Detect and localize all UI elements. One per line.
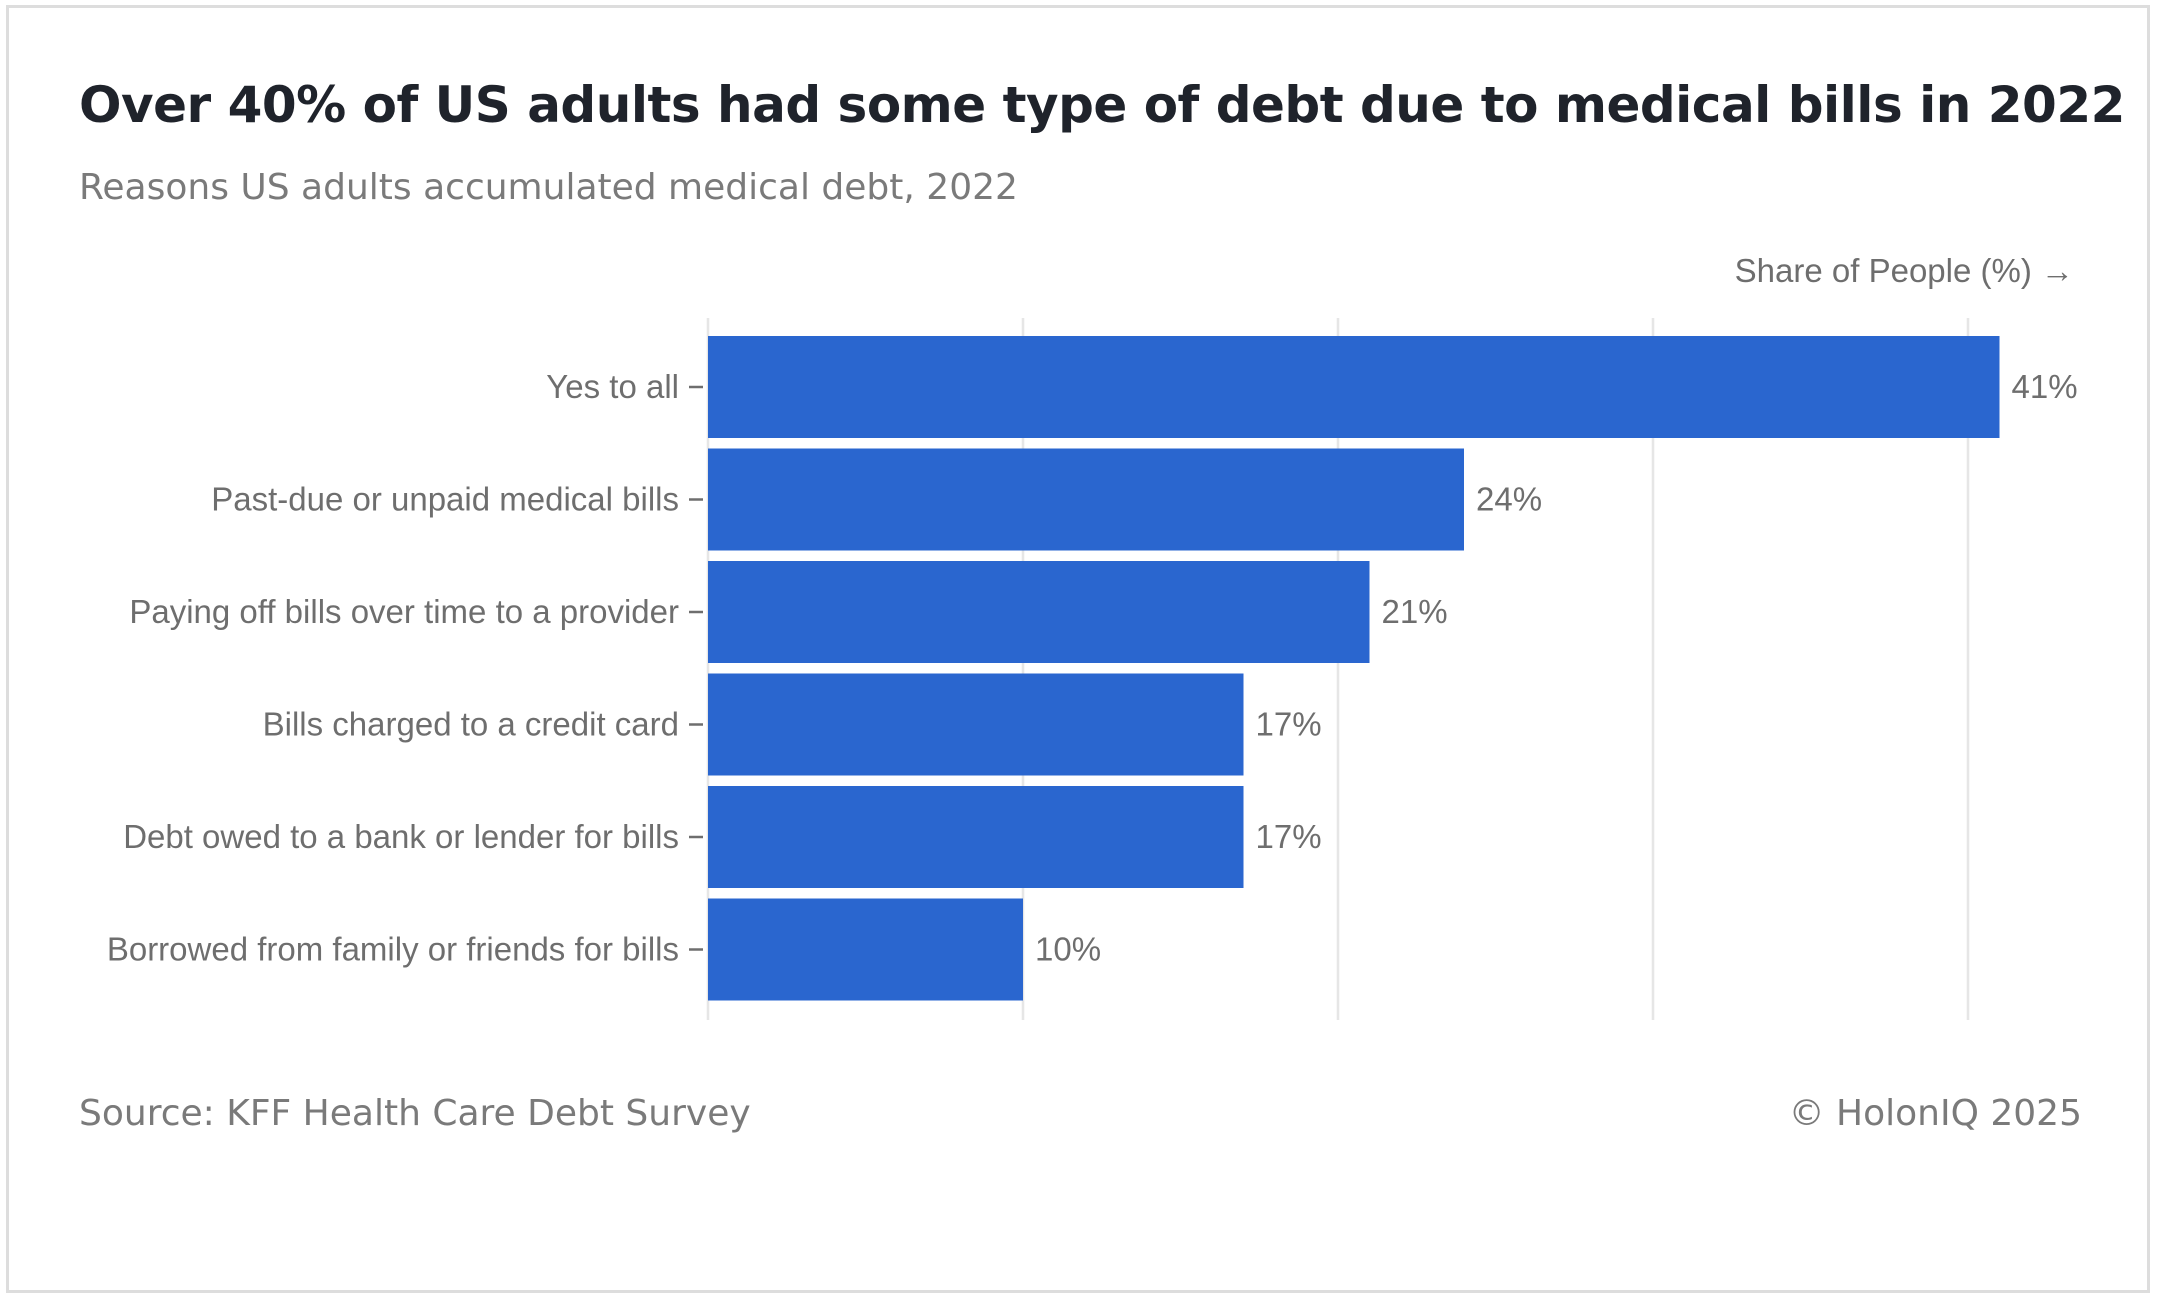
bar [708, 561, 1370, 663]
x-axis-title: Share of People (%) → [1735, 252, 2074, 289]
chart-subtitle: Reasons US adults accumulated medical de… [79, 167, 1018, 208]
data-label: 10% [1035, 931, 1101, 968]
data-label: 17% [1256, 818, 1322, 855]
data-label: 24% [1476, 481, 1542, 518]
copyright-note: © HolonIQ 2025 [1788, 1093, 2082, 1134]
bar [708, 336, 2000, 438]
category-label: Debt owed to a bank or lender for bills [123, 818, 679, 855]
source-note: Source: KFF Health Care Debt Survey [79, 1093, 751, 1134]
data-label: 21% [1382, 593, 1448, 630]
bar [708, 786, 1244, 888]
bar [708, 448, 1464, 551]
y-axis: Yes to all Past-due or unpaid medical bil… [107, 368, 703, 968]
value-labels: 41% 24% 21% 17% 17% 10% [1035, 368, 2078, 968]
category-label: Bills charged to a credit card [263, 706, 679, 743]
bar [708, 673, 1244, 776]
data-label: 41% [2012, 368, 2078, 405]
bar [708, 898, 1023, 1001]
chart-title: Over 40% of US adults had some type of d… [79, 76, 2125, 134]
data-label: 17% [1256, 706, 1322, 743]
category-label: Borrowed from family or friends for bill… [107, 931, 679, 968]
category-label: Past-due or unpaid medical bills [211, 481, 679, 518]
category-label: Yes to all [546, 368, 679, 405]
bars [708, 336, 2000, 1001]
category-label: Paying off bills over time to a provider [129, 593, 679, 630]
